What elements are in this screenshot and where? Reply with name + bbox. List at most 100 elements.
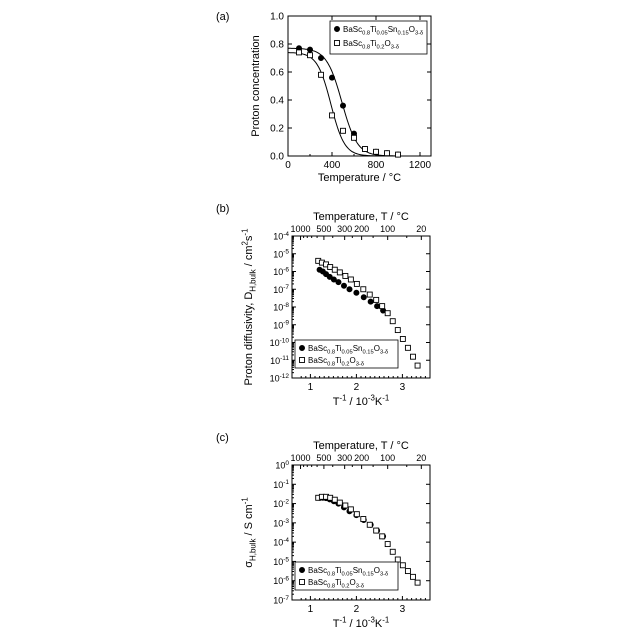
panel-c: (c)123100050030020010020Temperature, T /…: [216, 432, 430, 630]
y-tick-label: 0.2: [270, 124, 284, 135]
top-tick-label: 300: [337, 453, 352, 463]
data-point-s2: [367, 292, 372, 297]
y-tick-label: 0.8: [270, 40, 284, 51]
fit-line-2: [288, 53, 431, 156]
y-tick-label: 10-4: [273, 231, 289, 242]
x-tick-label: 3: [400, 382, 406, 393]
y-tick-label: 10-9: [273, 320, 289, 331]
data-point-s2: [405, 345, 410, 350]
y-tick-label: 10-8: [273, 302, 289, 313]
top-tick-label: 100: [380, 224, 395, 234]
y-tick-label: 0.6: [270, 68, 284, 79]
y-tick-label: 100: [275, 460, 289, 471]
data-point-s2: [405, 569, 410, 574]
y-tick-label: 0.4: [270, 96, 284, 107]
data-point-s2: [343, 503, 348, 508]
data-point-s2: [385, 542, 390, 547]
legend: BaSc0.8Ti0.05Sn0.15O3-δBaSc0.8Ti0.2O3-δ: [295, 340, 398, 368]
top-tick-label: 200: [354, 453, 369, 463]
y-tick-label: 10-5: [273, 249, 289, 260]
data-point-s2: [374, 297, 379, 302]
x-tick-label: 1: [308, 604, 314, 615]
top-tick-label: 500: [316, 224, 331, 234]
data-point-s2: [390, 549, 395, 554]
data-point-s2: [410, 354, 415, 359]
x-axis-label: T-1 / 10-3K-1: [333, 616, 390, 630]
data-point-s2: [330, 113, 335, 118]
data-point-s2: [374, 149, 379, 154]
legend-marker: [300, 580, 305, 585]
y-tick-label: 10-7: [273, 284, 289, 295]
y-tick-label: 10-10: [270, 337, 290, 348]
top-tick-label: 20: [416, 224, 426, 234]
data-point-s1: [361, 295, 366, 300]
data-point-s2: [348, 277, 353, 282]
data-point-s2: [348, 507, 353, 512]
y-tick-label: 10-6: [273, 266, 289, 277]
data-point-s2: [354, 281, 359, 286]
panel-b: (b)123100050030020010020Temperature, T /…: [216, 203, 430, 408]
panel-label: (c): [216, 432, 229, 444]
data-point-s2: [385, 151, 390, 156]
y-tick-label: 10-3: [273, 518, 289, 529]
x-tick-label: 0: [285, 160, 291, 171]
y-tick-label: 10-7: [273, 595, 289, 606]
panel-a: (a)040080012000.00.20.40.60.81.0Temperat…: [216, 11, 432, 184]
data-point-s2: [361, 517, 366, 522]
data-point-s2: [396, 152, 401, 157]
data-point-s1: [341, 283, 346, 288]
data-point-s2: [395, 328, 400, 333]
data-point-s2: [380, 304, 385, 309]
data-point-s2: [374, 528, 379, 533]
data-point-s2: [332, 267, 337, 272]
data-point-s2: [332, 497, 337, 502]
data-point-s2: [367, 522, 372, 527]
data-point-s2: [308, 53, 313, 58]
legend-marker: [299, 567, 304, 572]
data-point-s2: [319, 72, 324, 77]
y-tick-label: 10-6: [273, 576, 289, 587]
top-tick-label: 200: [354, 224, 369, 234]
x-tick-label: 3: [400, 604, 406, 615]
data-point-s1: [375, 304, 380, 309]
y-tick-label: 10-4: [273, 537, 289, 548]
data-point-s1: [329, 75, 334, 80]
data-point-s2: [337, 500, 342, 505]
panel-label: (a): [216, 11, 229, 23]
data-point-s2: [410, 574, 415, 579]
data-point-s2: [341, 128, 346, 133]
data-point-s2: [415, 363, 420, 368]
y-tick-label: 10-2: [273, 498, 289, 509]
x-tick-label: 2: [354, 604, 360, 615]
data-point-s2: [352, 135, 357, 140]
data-point-s2: [400, 336, 405, 341]
data-point-s1: [340, 103, 345, 108]
data-point-s2: [363, 147, 368, 152]
data-point-s1: [318, 55, 323, 60]
top-tick-label: 100: [380, 453, 395, 463]
legend-marker: [299, 345, 304, 350]
data-point-s2: [361, 287, 366, 292]
legend-marker: [300, 358, 305, 363]
data-point-s2: [337, 270, 342, 275]
top-tick-label: 20: [416, 453, 426, 463]
data-point-s2: [297, 50, 302, 55]
x-tick-label: 1200: [409, 160, 432, 171]
y-tick-label: 10-12: [270, 373, 290, 384]
data-point-s1: [307, 47, 312, 52]
data-point-s1: [368, 299, 373, 304]
data-point-s1: [336, 280, 341, 285]
y-tick-label: 10-11: [270, 355, 289, 366]
data-point-s1: [354, 290, 359, 295]
fit-line-1: [288, 48, 431, 156]
data-point-s2: [343, 273, 348, 278]
data-point-s2: [385, 311, 390, 316]
data-point-s2: [400, 563, 405, 568]
x-tick-label: 2: [354, 382, 360, 393]
y-tick-label: 10-1: [273, 479, 289, 490]
panel-label: (b): [216, 203, 229, 215]
x-tick-label: 1: [308, 382, 314, 393]
data-point-s2: [390, 319, 395, 324]
data-point-s1: [347, 287, 352, 292]
